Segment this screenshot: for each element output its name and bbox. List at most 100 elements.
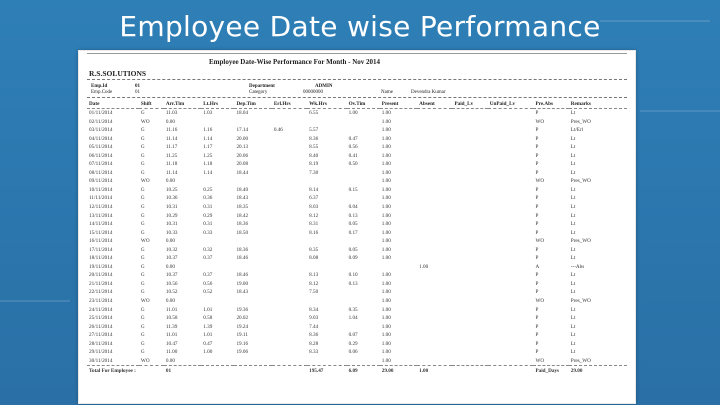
table-cell [307,118,346,127]
table-row: 06/11/2014 G 11.25 1.25 20.06 8.40 0.41 1.00 P Lt [87,152,627,161]
column-header: Paid_Lv [452,100,488,109]
table-row: 29/11/2014 G 11.00 1.00 19.06 8.33 0.06 1.00 P Lt [87,348,627,357]
table-cell: 0.00 [165,298,175,305]
table-cell [488,118,534,127]
table-cell [417,169,452,178]
table-cell: 0.41 [348,152,358,159]
table-cell [272,194,307,203]
table-cell [272,237,307,246]
table-cell: WO [140,118,150,125]
table-cell: 0.31 [203,204,213,211]
table-cell: 1.00 [381,135,391,142]
table-cell: 1.00 [203,349,213,356]
table-cell: 1.00 [381,272,391,279]
table-cell: 18/11/2014 [89,255,113,262]
top-rule [87,53,627,54]
table-cell: 8.14 [309,186,319,193]
table-cell: G [140,144,145,151]
table-cell: 10.32 [165,246,178,253]
table-cell: 0.00 [165,357,175,364]
table-cell: 1.25 [203,152,213,159]
table-cell [417,331,452,340]
table-cell: P [535,246,539,253]
table-cell [417,203,452,212]
table-cell [272,263,307,272]
table-cell: 1.04 [348,315,358,322]
table-row: 16/11/2014 WO 0.00 1.00 WO Pres_WO [87,237,627,246]
table-cell [417,237,452,246]
table-cell: 10.36 [165,195,178,202]
table-cell: G [140,195,145,202]
table-cell: 22/11/2014 [89,289,113,296]
column-header: Shift [138,100,164,109]
table-cell: Lt [570,186,576,193]
department-value: ADMIN [315,84,333,89]
table-cell [488,323,534,332]
table-cell [417,297,452,306]
table-cell: Lt [570,195,576,202]
table-cell: 1.00 [381,178,391,185]
table-cell: 9.03 [309,315,319,322]
table-cell: 1.16 [203,127,213,134]
table-cell [452,169,487,178]
total-wk-hrs: 195.47 [307,365,347,377]
table-cell: 15/11/2014 [89,229,113,236]
table-row: 07/11/2014 G 11.18 1.18 20.08 8.19 0.50 1.00 P Lt [87,160,627,169]
table-cell: 11.03 [165,110,178,116]
table-cell [452,237,487,246]
table-cell [272,254,307,263]
table-cell: 1.00 [381,315,391,322]
table-cell: ---Abs [570,263,585,270]
table-cell [347,126,380,135]
table-cell: 0.00 [165,238,175,245]
table-row: 28/11/2014 G 10.47 0.47 19.16 8.28 0.29 1.00 P Lt [87,340,627,349]
table-cell [488,263,534,272]
table-cell: 0.35 [348,306,358,313]
total-empty-cell [487,365,534,377]
table-cell: 0.17 [348,229,358,236]
table-cell: 1.17 [203,144,213,151]
table-cell [272,297,307,306]
table-cell [452,177,487,186]
table-cell [452,109,487,118]
table-cell: G [140,110,145,116]
table-cell [452,348,487,357]
table-cell: WO [140,178,150,185]
table-cell: 7.50 [309,289,319,296]
table-cell [452,331,487,340]
table-cell: 0.47 [348,135,358,142]
table-row: 04/11/2014 G 11.14 1.14 20.00 8.36 0.47 1.00 P Lt [87,135,627,144]
table-cell [417,212,452,221]
table-cell: Lt [570,110,576,116]
table-cell: Pres_WO [570,178,591,185]
table-cell [417,118,452,127]
table-cell: 8.40 [309,152,319,159]
table-row: 23/11/2014 WO 0.00 1.00 WO Pres_WO [87,297,627,306]
table-cell: 21/11/2014 [89,280,113,287]
table-cell: 19.00 [236,280,249,287]
table-cell [272,271,307,280]
table-cell: Lt [570,272,576,279]
table-cell: 0.56 [348,144,358,151]
table-cell: 0.58 [203,315,213,322]
table-cell: 09/11/2014 [89,178,113,185]
table-cell: 17/11/2014 [89,246,113,253]
table-cell [272,177,307,186]
total-label: Total For Employee : [87,365,164,377]
table-cell: P [535,332,539,339]
table-cell: 1.39 [203,323,213,330]
table-cell: P [535,169,539,176]
table-cell: 1.00 [381,349,391,356]
table-cell: 8.34 [309,306,319,313]
table-cell: 0.06 [348,349,358,356]
table-cell: Lt [570,255,576,262]
table-cell: 23/11/2014 [89,298,113,305]
table-cell: Lt [570,204,576,211]
table-cell: 8.28 [309,340,319,347]
table-cell: P [535,255,539,262]
table-cell [201,357,234,366]
table-cell [347,263,380,272]
table-cell: 1.00 [381,169,391,176]
table-cell [272,160,307,169]
table-cell: 18.36 [236,246,249,253]
